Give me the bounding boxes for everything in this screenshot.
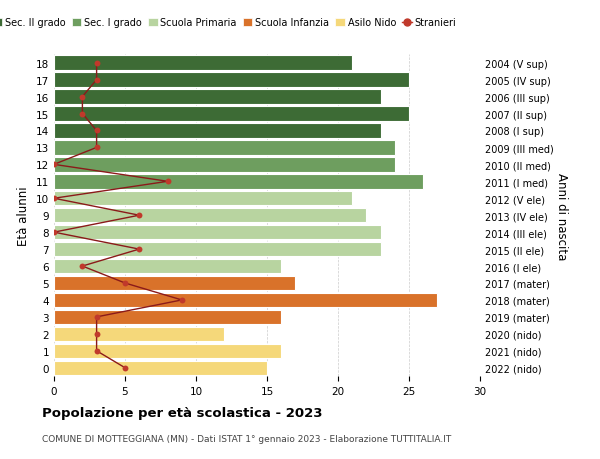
Point — [77, 263, 87, 270]
Y-axis label: Età alunni: Età alunni — [17, 186, 31, 246]
Bar — [54, 158, 395, 172]
Bar — [54, 259, 281, 274]
Bar — [54, 310, 281, 325]
Point — [92, 347, 101, 355]
Point — [120, 364, 130, 372]
Point — [92, 60, 101, 67]
Bar — [54, 276, 295, 291]
Text: COMUNE DI MOTTEGGIANA (MN) - Dati ISTAT 1° gennaio 2023 - Elaborazione TUTTITALI: COMUNE DI MOTTEGGIANA (MN) - Dati ISTAT … — [42, 434, 451, 443]
Y-axis label: Anni di nascita: Anni di nascita — [554, 172, 568, 259]
Point — [134, 212, 144, 219]
Point — [92, 128, 101, 135]
Point — [49, 161, 59, 168]
Bar — [54, 293, 437, 308]
Point — [49, 229, 59, 236]
Bar — [54, 344, 281, 358]
Text: Popolazione per età scolastica - 2023: Popolazione per età scolastica - 2023 — [42, 406, 323, 419]
Bar — [54, 107, 409, 122]
Point — [49, 195, 59, 202]
Point — [92, 313, 101, 321]
Point — [92, 330, 101, 338]
Bar — [54, 175, 423, 189]
Bar — [54, 141, 395, 155]
Bar — [54, 90, 380, 105]
Point — [92, 145, 101, 152]
Point — [134, 246, 144, 253]
Legend: Sec. II grado, Sec. I grado, Scuola Primaria, Scuola Infanzia, Asilo Nido, Stran: Sec. II grado, Sec. I grado, Scuola Prim… — [0, 18, 457, 28]
Point — [120, 280, 130, 287]
Point — [177, 297, 187, 304]
Bar — [54, 56, 352, 71]
Point — [77, 111, 87, 118]
Bar — [54, 73, 409, 88]
Point — [92, 77, 101, 84]
Bar — [54, 361, 267, 375]
Bar — [54, 191, 352, 206]
Bar — [54, 124, 380, 138]
Bar — [54, 208, 367, 223]
Bar — [54, 242, 380, 257]
Point — [163, 178, 172, 185]
Point — [77, 94, 87, 101]
Bar — [54, 225, 380, 240]
Bar — [54, 327, 224, 341]
